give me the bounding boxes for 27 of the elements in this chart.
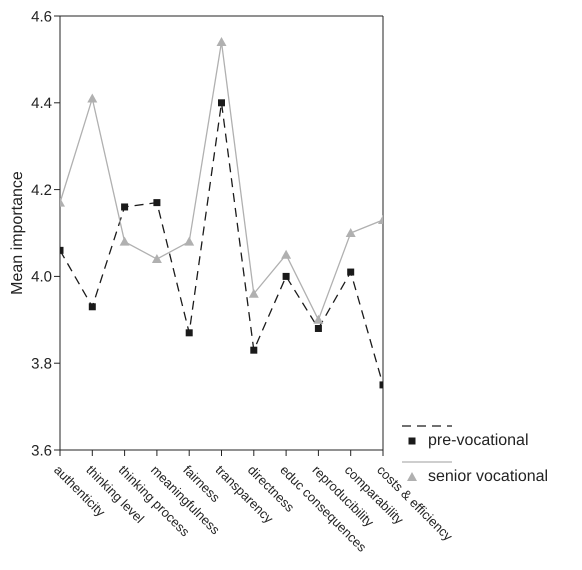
point xyxy=(87,93,98,102)
y-tick-label: 3.6 xyxy=(31,442,52,460)
y-tick-label: 4.2 xyxy=(31,182,52,199)
point xyxy=(153,199,160,206)
point xyxy=(88,303,96,310)
point xyxy=(281,250,292,259)
legend-label: pre-vocational xyxy=(428,432,528,450)
point xyxy=(186,329,193,336)
point xyxy=(346,228,356,237)
point xyxy=(216,37,226,46)
point xyxy=(347,268,354,276)
point xyxy=(313,314,324,324)
point xyxy=(152,254,162,264)
point xyxy=(314,324,322,332)
point xyxy=(248,288,259,298)
point xyxy=(218,99,225,106)
y-axis-title: Mean importance xyxy=(9,171,26,295)
point xyxy=(250,346,258,354)
point xyxy=(121,203,128,210)
legend-label: senior vocational xyxy=(428,468,548,486)
point xyxy=(184,236,194,246)
y-tick-label: 3.8 xyxy=(31,356,52,373)
point xyxy=(120,236,130,246)
point xyxy=(282,272,290,280)
y-tick-label: 4.4 xyxy=(31,95,52,112)
y-tick-label: 4.6 xyxy=(31,8,52,26)
y-tick-label: 4.0 xyxy=(31,268,52,286)
